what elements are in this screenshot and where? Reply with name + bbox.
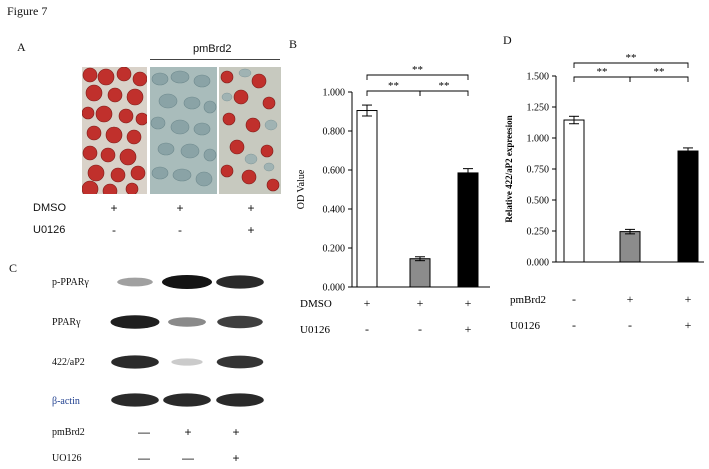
micrograph-dmso <box>82 67 147 194</box>
chart-b: 0.000 0.200 0.400 0.600 0.800 1.000 OD Value **… <box>296 64 490 336</box>
significance-label: ** <box>597 66 608 78</box>
wb-label-p-ppar: p-PPARγ <box>52 277 89 288</box>
blot-band <box>216 393 264 407</box>
bar <box>356 110 378 288</box>
condition-sign: - <box>628 318 632 332</box>
figure-title: Figure 7 <box>7 4 48 18</box>
micrograph-pmbrd2-u0126 <box>219 67 281 194</box>
panel-a-sign: - <box>178 223 182 237</box>
y-tick-label: 0.000 <box>323 283 346 294</box>
chart-d: 0.000 0.250 0.500 0.750 1.000 1.250 1.500 Relat… <box>504 52 704 332</box>
y-tick-label: 0.500 <box>527 196 550 207</box>
significance-bracket <box>573 62 689 68</box>
western-blot <box>110 275 264 407</box>
condition-sign: + <box>465 296 472 310</box>
panel-a-letter: A <box>17 40 26 54</box>
panel-c-row-label-pmbrd2: pmBrd2 <box>52 427 85 438</box>
panel-a-sign: - <box>112 223 116 237</box>
y-tick-label: 0.800 <box>323 127 346 138</box>
panel-a-header: pmBrd2 <box>193 43 232 55</box>
panel-b-letter: B <box>289 37 298 51</box>
significance-bracket <box>629 76 689 82</box>
wb-label-beta-actin: β-actin <box>52 396 80 407</box>
condition-sign: - <box>365 322 369 336</box>
panel-c-sign: — <box>138 425 150 439</box>
bar <box>677 150 699 263</box>
condition-label: DMSO <box>300 298 332 310</box>
panel-c-row-label-uo126: UO126 <box>52 453 82 464</box>
y-axis-label: Relative 422/aP2 expreesion <box>504 115 514 222</box>
condition-label: pmBrd2 <box>510 294 546 306</box>
bar <box>563 119 585 263</box>
y-tick-label: 0.200 <box>323 244 346 255</box>
condition-sign: + <box>465 322 472 336</box>
condition-label: U0126 <box>510 320 540 332</box>
y-tick-label: 1.000 <box>527 134 550 145</box>
panel-c-sign: — <box>182 451 194 465</box>
blot-band <box>168 317 206 327</box>
significance-label: ** <box>626 52 637 64</box>
blot-band <box>111 355 159 369</box>
condition-sign: + <box>685 292 692 306</box>
panel-c-sign: + <box>232 425 240 439</box>
panel-a-sign: + <box>247 201 255 215</box>
y-tick-label: 1.500 <box>527 72 550 83</box>
y-tick-label: 0.250 <box>527 227 550 238</box>
y-tick-label: 1.000 <box>323 88 346 99</box>
panel-d-letter: D <box>503 33 512 47</box>
significance-label: ** <box>439 80 450 92</box>
y-tick-label: 0.600 <box>323 166 346 177</box>
panel-c-sign: — <box>138 451 150 465</box>
condition-sign: + <box>627 292 634 306</box>
panel-a-sign: + <box>247 223 255 237</box>
blot-band <box>217 315 263 329</box>
significance-bracket <box>419 90 469 96</box>
condition-sign: + <box>417 296 424 310</box>
panel-c-letter: C <box>9 261 18 275</box>
wb-label-ap2: 422/aP2 <box>52 357 85 368</box>
significance-bracket <box>366 74 469 80</box>
blot-band <box>110 315 160 329</box>
blot-band <box>171 358 203 366</box>
y-tick-label: 0.400 <box>323 205 346 216</box>
condition-sign: - <box>572 318 576 332</box>
bar <box>409 258 431 288</box>
condition-sign: + <box>685 318 692 332</box>
condition-sign: - <box>418 322 422 336</box>
condition-sign: - <box>572 292 576 306</box>
blot-band <box>216 355 264 369</box>
panel-c-sign: + <box>232 451 240 465</box>
blot-band <box>111 393 159 407</box>
panel-a-row-label-dmso: DMSO <box>33 202 66 214</box>
blot-band <box>117 277 153 287</box>
bar <box>457 172 479 288</box>
condition-sign: + <box>364 296 371 310</box>
blot-band <box>216 275 264 289</box>
y-axis-label: OD Value <box>296 169 307 209</box>
panel-a-sign: + <box>110 201 118 215</box>
bar <box>619 231 641 263</box>
blot-band <box>162 275 212 289</box>
panel-c-sign: + <box>184 425 192 439</box>
wb-label-ppar: PPARγ <box>52 317 81 328</box>
y-tick-label: 0.000 <box>527 258 550 269</box>
panel-a-header-line <box>150 59 280 60</box>
y-tick-label: 0.750 <box>527 165 550 176</box>
significance-label: ** <box>654 66 665 78</box>
panel-a-sign: + <box>176 201 184 215</box>
micrograph-pmbrd2 <box>150 67 217 194</box>
y-tick-label: 1.250 <box>527 103 550 114</box>
significance-label: ** <box>388 80 399 92</box>
condition-label: U0126 <box>300 324 330 336</box>
panel-a-row-label-u0126: U0126 <box>33 224 66 236</box>
blot-band <box>163 393 211 407</box>
significance-label: ** <box>412 64 423 76</box>
